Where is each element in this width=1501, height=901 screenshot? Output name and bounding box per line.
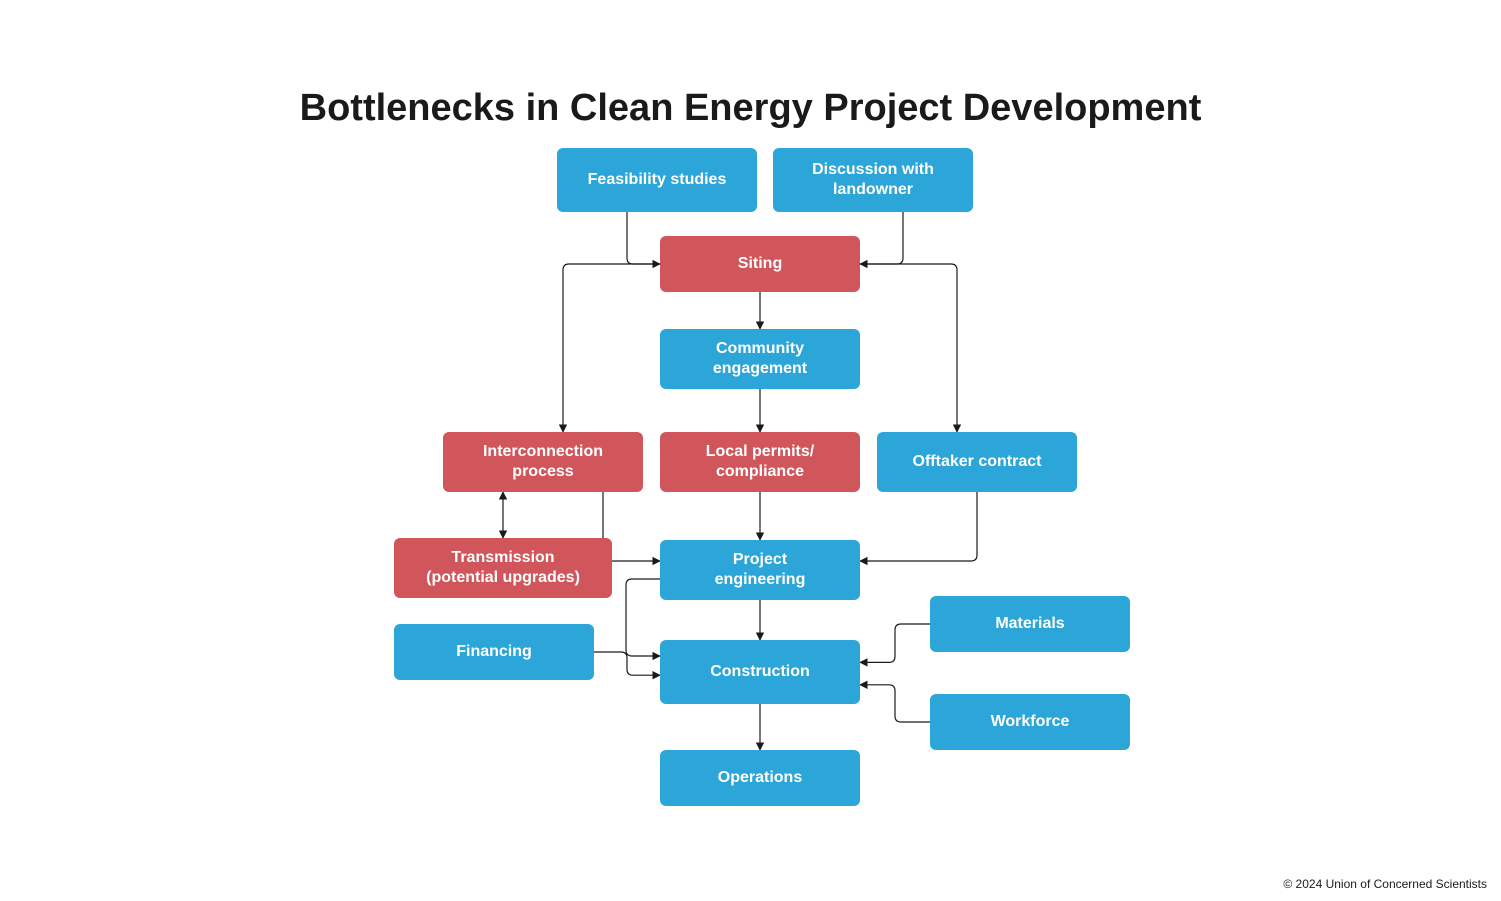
- edge-landowner-to-siting: [860, 212, 903, 264]
- node-community: Communityengagement: [660, 329, 860, 389]
- node-label: Siting: [738, 254, 782, 274]
- node-label: Operations: [718, 768, 802, 788]
- node-feasibility: Feasibility studies: [557, 148, 757, 212]
- edge-materials-to-construction: [860, 624, 930, 662]
- node-label: Workforce: [991, 712, 1070, 732]
- node-label: Feasibility studies: [588, 170, 727, 190]
- node-label: Discussion withlandowner: [812, 160, 934, 200]
- node-label: Interconnectionprocess: [483, 442, 603, 482]
- node-label: Materials: [995, 614, 1064, 634]
- node-workforce: Workforce: [930, 694, 1130, 750]
- node-interconnect: Interconnectionprocess: [443, 432, 643, 492]
- node-label: Communityengagement: [713, 339, 807, 379]
- edge-financing-to-construction: [594, 652, 660, 675]
- edge-siting-to-interconnect: [563, 264, 660, 432]
- node-label: Construction: [710, 662, 810, 682]
- edge-workforce-to-construction: [860, 685, 930, 722]
- edge-feasibility-to-siting: [627, 212, 660, 264]
- node-operations: Operations: [660, 750, 860, 806]
- edge-offtaker-to-engineering: [860, 492, 977, 561]
- copyright-footer: © 2024 Union of Concerned Scientists: [1283, 877, 1487, 891]
- node-permits: Local permits/compliance: [660, 432, 860, 492]
- diagram-title: Bottlenecks in Clean Energy Project Deve…: [0, 87, 1501, 130]
- edge-engineering-to-construction: [626, 579, 660, 656]
- node-engineering: Projectengineering: [660, 540, 860, 600]
- node-transmission: Transmission(potential upgrades): [394, 538, 612, 598]
- node-materials: Materials: [930, 596, 1130, 652]
- node-label: Financing: [456, 642, 532, 662]
- node-siting: Siting: [660, 236, 860, 292]
- node-label: Projectengineering: [715, 550, 806, 590]
- node-label: Transmission(potential upgrades): [426, 548, 580, 588]
- node-label: Offtaker contract: [913, 452, 1042, 472]
- edge-siting-to-offtaker: [860, 264, 957, 432]
- node-offtaker: Offtaker contract: [877, 432, 1077, 492]
- node-construction: Construction: [660, 640, 860, 704]
- node-financing: Financing: [394, 624, 594, 680]
- node-label: Local permits/compliance: [706, 442, 814, 482]
- node-landowner: Discussion withlandowner: [773, 148, 973, 212]
